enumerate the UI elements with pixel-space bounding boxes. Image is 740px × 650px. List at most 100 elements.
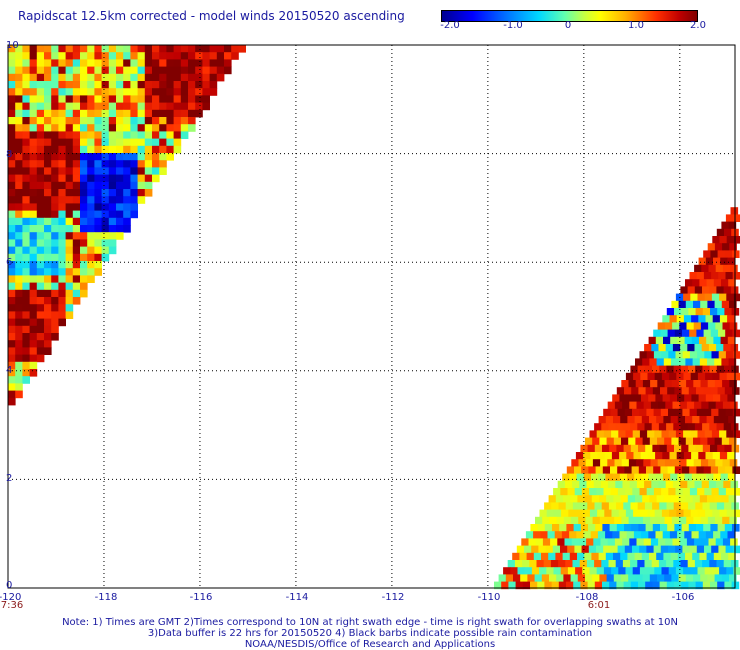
swath-cell	[15, 66, 23, 75]
swath-cell	[521, 538, 529, 546]
swath-cell	[65, 167, 74, 175]
swath-cell	[666, 502, 675, 510]
swath-cell	[108, 73, 117, 82]
swath-cell	[665, 344, 674, 352]
swath-cell	[647, 452, 656, 460]
swath-cell	[649, 437, 658, 446]
swath-cell	[707, 516, 716, 525]
swath-cell	[87, 160, 95, 168]
swath-cell	[688, 308, 696, 316]
swath-cell	[44, 153, 52, 161]
swath-cell	[616, 524, 625, 532]
swath-cell	[65, 88, 74, 96]
swath-cell	[727, 257, 735, 266]
swath-cell	[584, 495, 593, 503]
swath-cell	[87, 131, 95, 139]
swath-cell	[216, 45, 225, 53]
swath-cell	[15, 261, 23, 269]
swath-cell	[652, 387, 661, 395]
swath-cell	[544, 502, 552, 510]
swath-cell	[152, 81, 160, 89]
swath-cell	[15, 304, 23, 312]
swath-cell	[123, 225, 131, 233]
swath-cell	[717, 250, 726, 258]
swath-cell	[677, 552, 686, 561]
swath-cell	[22, 131, 30, 139]
swath-cell	[637, 502, 646, 510]
swath-cell	[101, 153, 110, 161]
swath-cell	[505, 574, 514, 582]
swath-cell	[558, 560, 566, 568]
swath-data-cells	[8, 45, 740, 590]
swath-cell	[625, 372, 634, 381]
swath-cell	[612, 531, 620, 539]
swath-cell	[44, 66, 52, 75]
swath-cell	[51, 333, 59, 341]
swath-cell	[693, 437, 701, 446]
swath-cell	[44, 102, 52, 111]
swath-cell	[15, 73, 23, 82]
swath-cell	[566, 524, 574, 532]
swath-cell	[696, 387, 704, 395]
swath-cell	[51, 217, 59, 226]
swath-cell	[585, 437, 593, 446]
swath-cell	[531, 545, 539, 554]
swath-cell	[144, 73, 153, 82]
swath-cell	[579, 560, 588, 568]
map-title: Rapidscat 12.5km corrected - model winds…	[18, 9, 405, 23]
swath-cell	[94, 261, 102, 269]
swath-cell	[695, 365, 703, 374]
lat-tick-label: 0	[6, 580, 13, 591]
swath-cell	[15, 88, 23, 96]
swath-cell	[202, 73, 210, 82]
swath-cell	[8, 282, 16, 291]
swath-cell	[51, 189, 59, 197]
swath-cell	[604, 452, 613, 460]
swath-cell	[94, 189, 102, 197]
swath-cell	[664, 437, 672, 446]
swath-cell	[116, 117, 124, 125]
swath-cell	[557, 538, 565, 546]
swath-cell	[727, 336, 736, 345]
swath-cell	[724, 502, 732, 510]
swath-cell	[514, 560, 523, 568]
swath-cell	[692, 358, 701, 366]
swath-cell	[101, 232, 110, 240]
swath-cell	[166, 81, 174, 89]
swath-cell	[507, 560, 516, 568]
swath-cell	[22, 354, 30, 363]
swath-cell	[65, 246, 74, 255]
lat-tick-label: 8	[6, 149, 13, 160]
swath-cell	[108, 145, 117, 154]
swath-cell	[557, 480, 566, 489]
swath-cell	[725, 351, 734, 359]
swath-cell	[721, 552, 729, 561]
swath-cell	[725, 272, 734, 280]
colorbar-tick: 1.0	[628, 20, 644, 31]
swath-cell	[694, 344, 703, 352]
swath-cell	[704, 567, 713, 575]
swath-cell	[159, 145, 167, 154]
swath-cell	[58, 109, 66, 118]
swath-cell	[631, 524, 639, 532]
swath-cell	[663, 416, 671, 424]
swath-cell	[629, 538, 637, 546]
swath-cell	[22, 376, 30, 384]
swath-cell	[80, 189, 88, 197]
swath-cell	[137, 138, 146, 147]
swath-cell	[694, 286, 703, 294]
swath-cell	[58, 153, 66, 161]
swath-cell	[732, 545, 740, 554]
swath-cell	[622, 480, 631, 489]
swath-cell	[695, 308, 704, 316]
swath-cell	[29, 333, 38, 341]
swath-cell	[701, 264, 709, 273]
swath-cell	[72, 297, 81, 305]
swath-cell	[195, 45, 203, 53]
swath-cell	[644, 502, 653, 510]
swath-cell	[72, 189, 81, 197]
swath-cell	[609, 444, 617, 453]
swath-cell	[699, 358, 708, 366]
swath-cell	[587, 502, 595, 510]
swath-cell	[144, 88, 153, 96]
